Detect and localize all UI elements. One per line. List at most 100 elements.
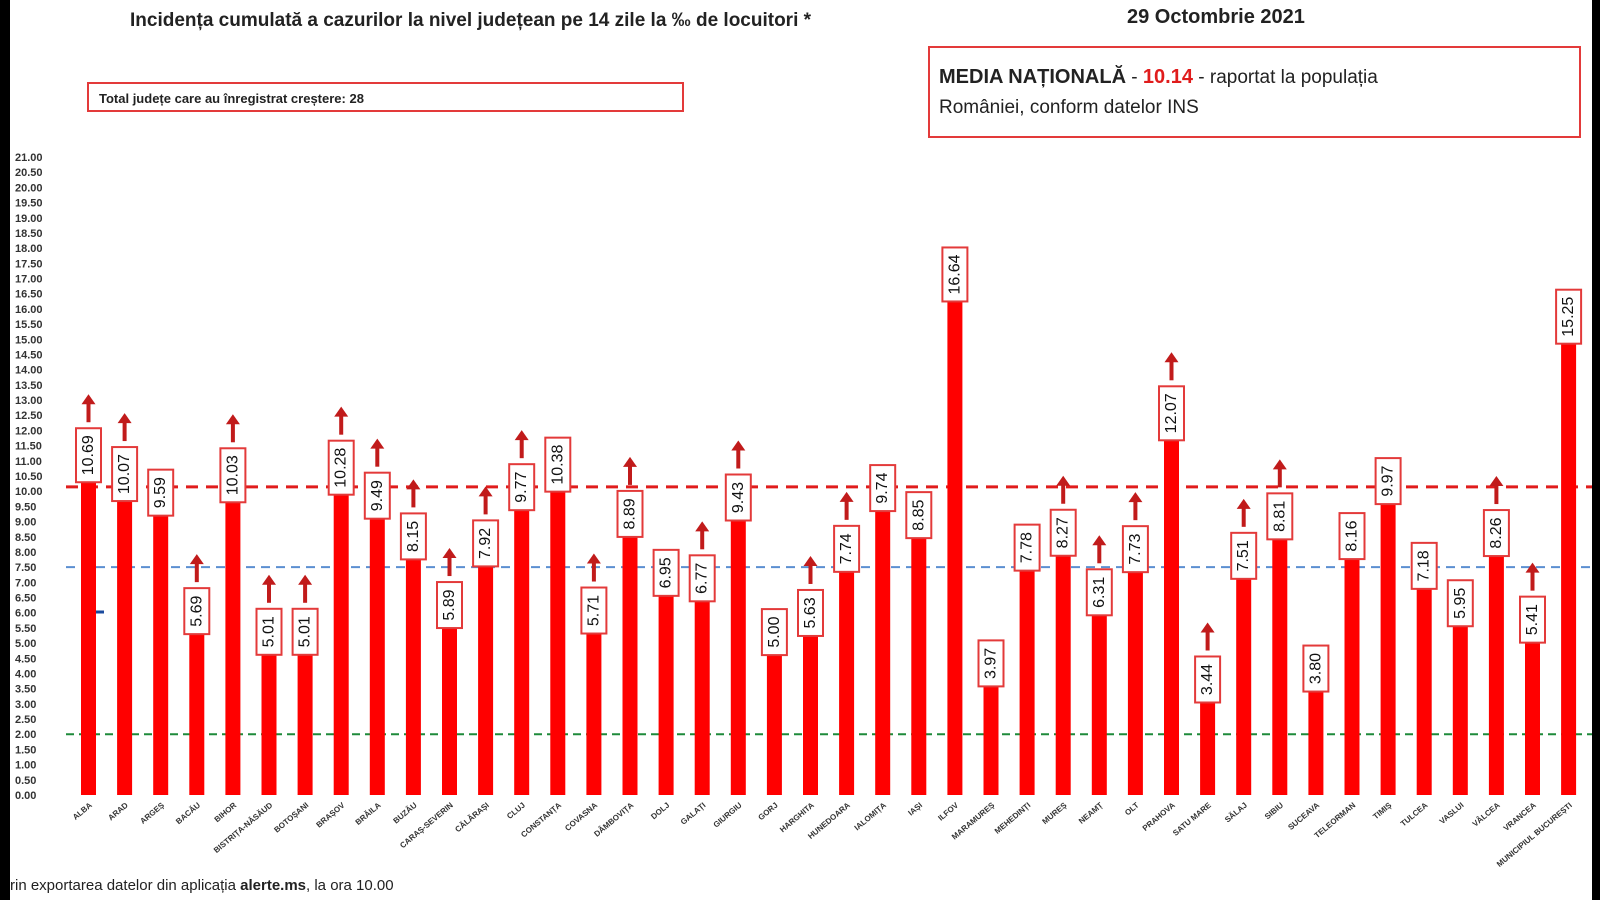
bar <box>297 642 313 795</box>
bar-chart: 0.00 0.50 1.00 1.50 2.00 2.50 3.00 3.50 4.00 4.50… <box>15 152 1592 869</box>
y-tick-label: 4.50 <box>15 653 36 665</box>
increase-arrow-head <box>695 521 710 532</box>
bar <box>875 499 891 795</box>
bar <box>766 643 782 795</box>
data-label: 10.07 <box>116 454 133 494</box>
data-label: 8.15 <box>405 521 422 552</box>
data-label-box <box>1338 512 1366 561</box>
bar <box>478 554 494 795</box>
y-tick-label: 10.50 <box>15 471 43 483</box>
data-label: 10.38 <box>549 445 566 485</box>
category-label: PRAHOVA <box>1141 801 1177 833</box>
bar <box>550 479 566 795</box>
bar <box>1164 428 1179 795</box>
y-tick-label: 13.50 <box>15 380 43 392</box>
category-label: ALBA <box>71 800 94 821</box>
bar <box>947 289 963 795</box>
category-label: BRĂILA <box>354 800 383 826</box>
y-tick-label: 21.00 <box>15 152 43 164</box>
bar <box>153 503 169 795</box>
y-tick-label: 1.50 <box>15 744 36 756</box>
data-label-box <box>1482 509 1510 558</box>
category-label: GORJ <box>757 801 780 822</box>
bar <box>189 622 205 795</box>
data-label: 10.28 <box>333 448 350 488</box>
increase-arrow-head <box>514 430 529 441</box>
national-average-dash2: - <box>1192 67 1210 88</box>
category-label: BRAȘOV <box>314 800 347 829</box>
y-tick-label: 16.00 <box>15 304 43 316</box>
y-tick-label: 2.50 <box>15 714 36 726</box>
y-tick-label: 0.00 <box>15 790 36 802</box>
data-label-box <box>869 464 897 513</box>
data-label: 5.01 <box>261 616 278 647</box>
increase-arrow-head <box>1272 459 1287 470</box>
bar <box>622 524 638 795</box>
y-tick-label: 5.00 <box>15 638 36 650</box>
increase-arrow-head <box>1525 562 1540 573</box>
data-label-box <box>399 512 427 561</box>
bar <box>333 482 349 795</box>
data-label: 5.63 <box>802 597 819 628</box>
category-label: BOTOȘANI <box>272 801 310 835</box>
bar <box>225 490 241 795</box>
y-tick-label: 14.00 <box>15 365 43 377</box>
bar <box>442 616 457 795</box>
data-label-box <box>436 581 463 630</box>
increase-arrow-head <box>1092 535 1107 546</box>
bar <box>1019 558 1035 795</box>
y-tick-label: 19.50 <box>15 198 43 210</box>
national-average-label: MEDIA NAȚIONALĂ <box>939 66 1127 88</box>
data-label-box <box>833 524 861 573</box>
data-label: 8.26 <box>1488 517 1505 548</box>
footer-suffix: , la ora 10.00 <box>306 877 394 894</box>
data-label-box <box>327 439 355 496</box>
y-tick-label: 6.00 <box>15 608 36 620</box>
increase-arrow-head <box>623 456 637 467</box>
data-label: 3.80 <box>1307 653 1324 684</box>
category-label: DÂMBOVIȚA <box>592 801 635 839</box>
y-tick-label: 8.00 <box>15 547 36 559</box>
data-label: 12.07 <box>1163 393 1180 433</box>
category-label: TULCEA <box>1399 801 1430 829</box>
category-label: CĂLĂRAȘI <box>453 801 490 834</box>
bar <box>1561 331 1577 795</box>
report-date: 29 Octombrie 2021 <box>1127 6 1305 28</box>
category-label: SĂLAJ <box>1223 801 1249 825</box>
y-tick-label: 2.00 <box>15 729 36 741</box>
data-label: 9.77 <box>513 472 530 503</box>
increase-arrow-head <box>189 554 204 565</box>
data-label-box <box>652 548 680 597</box>
data-label: 7.18 <box>1416 550 1433 581</box>
data-label-box <box>147 468 175 517</box>
y-tick-label: 19.00 <box>15 213 43 225</box>
data-label: 9.59 <box>152 477 169 508</box>
y-tick-label: 3.50 <box>15 684 36 696</box>
bar <box>1525 630 1540 795</box>
data-label-box <box>1410 541 1438 590</box>
data-label: 5.41 <box>1524 604 1541 635</box>
data-label: 5.01 <box>297 616 314 647</box>
y-tick-label: 4.00 <box>15 668 36 680</box>
data-label-box <box>472 519 500 568</box>
category-label: SIBIU <box>1263 800 1285 821</box>
y-tick-label: 6.50 <box>15 593 36 605</box>
y-tick-label: 8.50 <box>15 532 36 544</box>
bar <box>1091 603 1107 795</box>
category-label: VASLUI <box>1438 801 1466 826</box>
data-label-box <box>363 471 391 520</box>
category-label: OLT <box>1123 801 1141 818</box>
data-label-box <box>291 607 319 656</box>
bar <box>405 547 421 795</box>
bar <box>839 559 855 795</box>
data-label-box <box>1121 525 1149 574</box>
increase-arrow-head <box>1164 352 1179 363</box>
category-label: COVASNA <box>563 801 599 833</box>
bar <box>730 508 746 795</box>
national-average-text-2: României, conform datelor INS <box>939 97 1199 118</box>
y-tick-label: 20.50 <box>15 167 43 179</box>
increase-arrow-head <box>1489 476 1504 487</box>
category-label: SUCEAVA <box>1286 800 1321 831</box>
data-label-box <box>1302 644 1330 693</box>
bar <box>1272 527 1288 795</box>
